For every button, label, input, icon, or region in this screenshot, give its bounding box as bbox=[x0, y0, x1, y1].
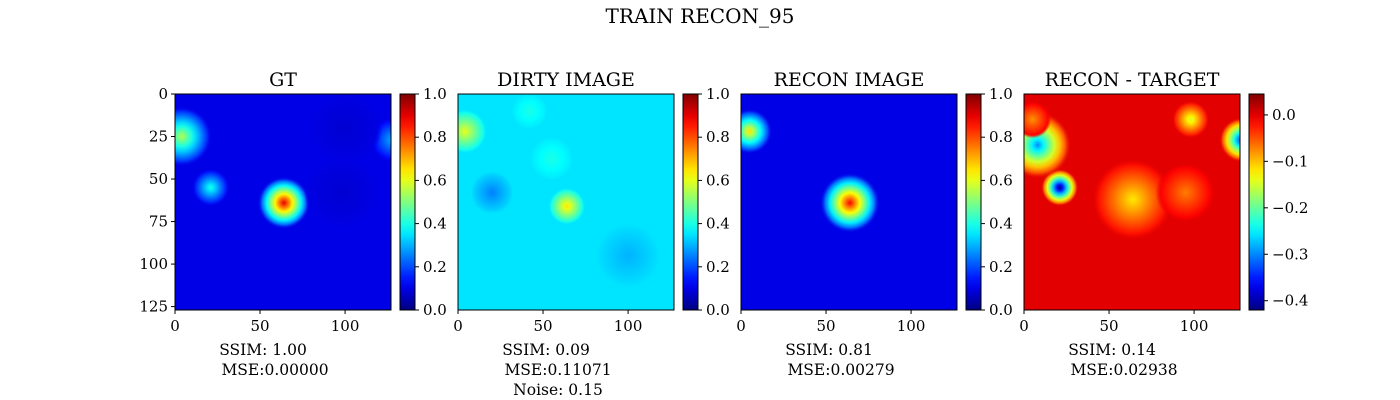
heatmap-blob bbox=[1219, 117, 1240, 163]
heatmap-blob bbox=[529, 136, 574, 182]
colorbar-tick-label: −0.2 bbox=[1272, 199, 1308, 217]
colorbar-tick-label: 0.2 bbox=[989, 258, 1013, 276]
heatmap-blob bbox=[307, 94, 383, 166]
heatmap-blob bbox=[819, 172, 880, 233]
panel-title: DIRTY IMAGE bbox=[497, 69, 635, 91]
heatmap-blob bbox=[1024, 100, 1052, 139]
heatmap-image bbox=[1024, 94, 1240, 310]
x-tick-label: 0 bbox=[736, 317, 746, 335]
x-tick-label: 50 bbox=[1099, 317, 1118, 335]
colorbar-tick-label: 0.0 bbox=[1272, 106, 1296, 124]
heatmap-blob bbox=[304, 155, 380, 231]
heatmap-blob bbox=[1091, 158, 1175, 241]
x-tick-label: 100 bbox=[331, 317, 360, 335]
panel-3: RECON IMAGE 0 50 100 0.0 0.2 0.4 0.6 0.8 1.0 SSIM:… bbox=[736, 69, 1013, 379]
colorbar-tick-label: 0.6 bbox=[989, 171, 1013, 189]
heatmap-blob bbox=[257, 176, 311, 230]
heatmap-blob bbox=[458, 108, 488, 154]
colorbar-tick-label: 0.2 bbox=[706, 258, 730, 276]
x-tick-label: 0 bbox=[1019, 317, 1029, 335]
y-tick-label: 75 bbox=[149, 213, 168, 231]
heatmap-blob bbox=[510, 94, 549, 130]
colorbar-frame bbox=[682, 93, 699, 311]
heatmap-frame bbox=[1023, 93, 1241, 311]
colorbar-tick-label: 0.4 bbox=[989, 215, 1013, 233]
stat-text: SSIM: 0.09 bbox=[502, 341, 590, 359]
x-tick-label: 0 bbox=[170, 317, 180, 335]
panel-title: GT bbox=[269, 69, 297, 91]
colorbar-frame bbox=[399, 93, 416, 311]
colorbar-frame bbox=[1248, 93, 1265, 311]
x-tick-label: 50 bbox=[533, 317, 552, 335]
heatmap-blob bbox=[1171, 100, 1210, 139]
x-tick-label: 0 bbox=[453, 317, 463, 335]
x-tick-label: 50 bbox=[250, 317, 269, 335]
panel-4: RECON - TARGET 0 50 100 0.0 −0.1 −0.2 −0.3 −0.4 S… bbox=[1019, 69, 1308, 379]
stat-text: MSE:0.02938 bbox=[1070, 361, 1177, 379]
x-tick-label: 100 bbox=[1180, 317, 1209, 335]
colorbar-tick-label: 1.0 bbox=[706, 85, 730, 103]
stat-text: SSIM: 0.81 bbox=[785, 341, 873, 359]
heatmap-blob bbox=[594, 221, 662, 290]
colorbar-tick-label: −0.3 bbox=[1272, 245, 1308, 263]
colorbar-tick-label: 0.4 bbox=[706, 215, 730, 233]
colorbar-tick-label: 1.0 bbox=[989, 85, 1013, 103]
stat-text: SSIM: 0.14 bbox=[1068, 341, 1156, 359]
stat-text: MSE:0.00000 bbox=[221, 361, 328, 379]
x-tick-label: 50 bbox=[816, 317, 835, 335]
y-tick-label: 25 bbox=[149, 128, 168, 146]
colorbar-tick-label: 0.0 bbox=[706, 301, 730, 319]
colorbar-frame bbox=[965, 93, 982, 311]
colorbar-tick-label: 0.6 bbox=[423, 171, 447, 189]
heatmap-blob bbox=[192, 168, 230, 207]
heatmap-frame bbox=[740, 93, 958, 311]
heatmap-frame bbox=[457, 93, 675, 311]
y-tick-label: 50 bbox=[149, 170, 168, 188]
stat-text: SSIM: 1.00 bbox=[219, 341, 307, 359]
panel-1: GT 0 50 100 0 25 50 75 100 125 0.0 0.2 0.4 0.6 0.8 1.0 S… bbox=[139, 69, 447, 379]
heatmap-blob bbox=[1041, 168, 1079, 207]
y-tick-label: 125 bbox=[139, 298, 168, 316]
stat-text: MSE:0.00279 bbox=[787, 361, 894, 379]
colorbar-tick-label: 0.2 bbox=[423, 258, 447, 276]
colorbar bbox=[683, 94, 698, 310]
y-tick-label: 100 bbox=[139, 255, 168, 273]
colorbar bbox=[1249, 94, 1264, 310]
stat-text: MSE:0.11071 bbox=[504, 361, 611, 379]
colorbar-tick-label: 0.8 bbox=[706, 128, 730, 146]
colorbar-tick-label: 0.0 bbox=[423, 301, 447, 319]
heatmap-blob bbox=[175, 106, 212, 167]
colorbar-tick-label: −0.4 bbox=[1272, 292, 1308, 310]
colorbar-tick-label: 1.0 bbox=[423, 85, 447, 103]
colorbar-tick-label: −0.1 bbox=[1272, 152, 1308, 170]
heatmap-blob bbox=[1155, 162, 1216, 223]
x-tick-label: 100 bbox=[897, 317, 926, 335]
heatmap-blob bbox=[469, 170, 515, 216]
heatmap-image bbox=[175, 94, 391, 310]
colorbar bbox=[966, 94, 981, 310]
colorbar-tick-label: 0.0 bbox=[989, 301, 1013, 319]
panel-title: RECON IMAGE bbox=[774, 69, 925, 91]
colorbar-tick-label: 0.8 bbox=[423, 128, 447, 146]
heatmap-image bbox=[741, 94, 957, 310]
heatmap-blob bbox=[548, 187, 586, 225]
colorbar-tick-label: 0.4 bbox=[423, 215, 447, 233]
x-tick-label: 100 bbox=[614, 317, 643, 335]
colorbar-tick-label: 0.6 bbox=[706, 171, 730, 189]
panels: GT 0 50 100 0 25 50 75 100 125 0.0 0.2 0.4 0.6 0.8 1.0 S… bbox=[139, 69, 1308, 399]
panel-title: RECON - TARGET bbox=[1045, 69, 1220, 91]
colorbar-tick-label: 0.8 bbox=[989, 128, 1013, 146]
panel-2: DIRTY IMAGE 0 50 100 0.0 0.2 0.4 0.6 0.8 1.0 SSIM:… bbox=[453, 69, 730, 399]
heatmap-frame bbox=[174, 93, 392, 311]
y-tick-label: 0 bbox=[158, 85, 168, 103]
colorbar bbox=[400, 94, 415, 310]
figure-title: TRAIN RECON_95 bbox=[606, 4, 795, 28]
heatmap-image bbox=[458, 94, 674, 310]
stat-text: Noise: 0.15 bbox=[513, 381, 603, 399]
heatmap-blob bbox=[741, 108, 772, 154]
